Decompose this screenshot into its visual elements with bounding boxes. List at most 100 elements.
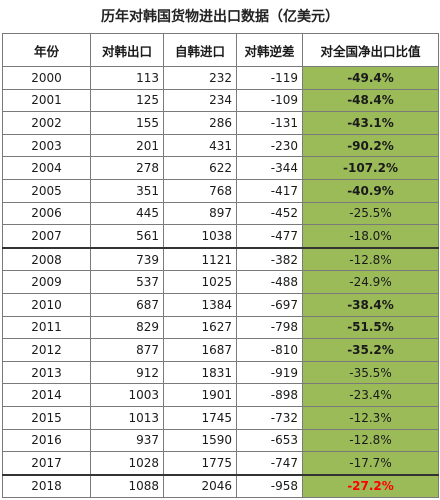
cell-net-export-ratio: -43.1% — [302, 111, 439, 135]
table-row: 2012 877 1687 -810 -35.2% — [2, 338, 439, 362]
cell-year: 2006 — [2, 201, 91, 226]
cell-export: 537 — [90, 270, 164, 294]
cell-year: 2010 — [2, 292, 91, 317]
cell-year: 2011 — [2, 315, 91, 340]
cell-import: 622 — [163, 156, 237, 180]
cell-export: 687 — [90, 292, 164, 317]
cell-export: 937 — [90, 428, 164, 453]
cell-net-export-ratio: -24.9% — [302, 270, 439, 294]
cell-net-export-ratio: -23.4% — [302, 383, 439, 407]
cell-deficit: -697 — [236, 292, 303, 317]
cell-deficit: -919 — [236, 360, 303, 385]
cell-export: 201 — [90, 133, 164, 158]
table-title: 历年对韩国货物进出口数据（亿美元） — [101, 9, 339, 25]
cell-deficit: -344 — [236, 156, 303, 180]
table-row: 2015 1013 1745 -732 -12.3% — [2, 405, 439, 430]
trade-table: 年份 对韩出口 自韩进口 对韩逆差 对全国净出口比值 2000 113 232 -11… — [2, 33, 439, 499]
cell-year: 2007 — [2, 224, 91, 249]
cell-year: 2009 — [2, 270, 91, 294]
table-row: 2013 912 1831 -919 -35.5% — [2, 360, 439, 385]
table-row: 2016 937 1590 -653 -12.8% — [2, 428, 439, 453]
cell-year: 2008 — [2, 246, 91, 272]
cell-deficit: -798 — [236, 315, 303, 340]
cell-net-export-ratio: -12.8% — [302, 246, 439, 272]
cell-export: 125 — [90, 88, 164, 113]
cell-deficit: -653 — [236, 428, 303, 453]
cell-import: 1745 — [163, 405, 237, 430]
cell-export: 278 — [90, 156, 164, 180]
cell-net-export-ratio: -35.2% — [302, 338, 439, 362]
cell-import: 1687 — [163, 338, 237, 362]
cell-export: 1088 — [90, 473, 164, 499]
cell-year: 2000 — [2, 66, 91, 90]
cell-import: 1384 — [163, 292, 237, 317]
table-row: 2010 687 1384 -697 -38.4% — [2, 292, 439, 317]
cell-export: 829 — [90, 315, 164, 340]
cell-import: 1627 — [163, 315, 237, 340]
table-row: 2004 278 622 -344 -107.2% — [2, 156, 439, 180]
table-row: 2018 1088 2046 -958 -27.2% — [2, 473, 439, 499]
cell-deficit: -732 — [236, 405, 303, 430]
cell-import: 234 — [163, 88, 237, 113]
cell-deficit: -810 — [236, 338, 303, 362]
cell-net-export-ratio: -38.4% — [302, 292, 439, 317]
cell-year: 2017 — [2, 451, 91, 476]
cell-export: 1003 — [90, 383, 164, 407]
table-row: 2011 829 1627 -798 -51.5% — [2, 315, 439, 340]
header-year: 年份 — [2, 33, 91, 67]
cell-export: 1028 — [90, 451, 164, 476]
cell-year: 2012 — [2, 338, 91, 362]
cell-deficit: -382 — [236, 246, 303, 272]
table-row: 2003 201 431 -230 -90.2% — [2, 133, 439, 158]
cell-year: 2002 — [2, 111, 91, 135]
table-row: 2000 113 232 -119 -49.4% — [2, 66, 439, 90]
cell-year: 2018 — [2, 473, 91, 499]
cell-export: 561 — [90, 224, 164, 249]
cell-deficit: -958 — [236, 473, 303, 499]
header-deficit: 对韩逆差 — [236, 33, 303, 67]
cell-year: 2001 — [2, 88, 91, 113]
cell-year: 2003 — [2, 133, 91, 158]
cell-net-export-ratio: -27.2% — [302, 473, 439, 499]
cell-deficit: -488 — [236, 270, 303, 294]
cell-year: 2013 — [2, 360, 91, 385]
cell-import: 431 — [163, 133, 237, 158]
cell-import: 1025 — [163, 270, 237, 294]
header-export: 对韩出口 — [90, 33, 164, 67]
cell-import: 897 — [163, 201, 237, 226]
cell-deficit: -452 — [236, 201, 303, 226]
cell-net-export-ratio: -35.5% — [302, 360, 439, 385]
cell-export: 739 — [90, 246, 164, 272]
cell-deficit: -230 — [236, 133, 303, 158]
cell-import: 768 — [163, 178, 237, 203]
cell-import: 1590 — [163, 428, 237, 453]
table-row: 2008 739 1121 -382 -12.8% — [2, 246, 439, 272]
cell-export: 1013 — [90, 405, 164, 430]
cell-import: 1038 — [163, 224, 237, 249]
cell-import: 1121 — [163, 246, 237, 272]
cell-import: 1901 — [163, 383, 237, 407]
table-row: 2014 1003 1901 -898 -23.4% — [2, 383, 439, 407]
cell-net-export-ratio: -49.4% — [302, 66, 439, 90]
cell-net-export-ratio: -12.3% — [302, 405, 439, 430]
cell-deficit: -747 — [236, 451, 303, 476]
cell-net-export-ratio: -17.7% — [302, 451, 439, 476]
cell-export: 113 — [90, 66, 164, 90]
cell-export: 912 — [90, 360, 164, 385]
table-row: 2005 351 768 -417 -40.9% — [2, 178, 439, 203]
table-row: 2017 1028 1775 -747 -17.7% — [2, 451, 439, 476]
header-net-export-ratio: 对全国净出口比值 — [302, 33, 439, 67]
cell-deficit: -477 — [236, 224, 303, 249]
table-row: 2006 445 897 -452 -25.5% — [2, 201, 439, 226]
cell-import: 232 — [163, 66, 237, 90]
cell-deficit: -417 — [236, 178, 303, 203]
header-import: 自韩进口 — [163, 33, 237, 67]
table-row: 2002 155 286 -131 -43.1% — [2, 111, 439, 135]
cell-net-export-ratio: -12.8% — [302, 428, 439, 453]
cell-year: 2016 — [2, 428, 91, 453]
cell-net-export-ratio: -90.2% — [302, 133, 439, 158]
cell-year: 2004 — [2, 156, 91, 180]
cell-year: 2005 — [2, 178, 91, 203]
table-row: 2001 125 234 -109 -48.4% — [2, 88, 439, 113]
